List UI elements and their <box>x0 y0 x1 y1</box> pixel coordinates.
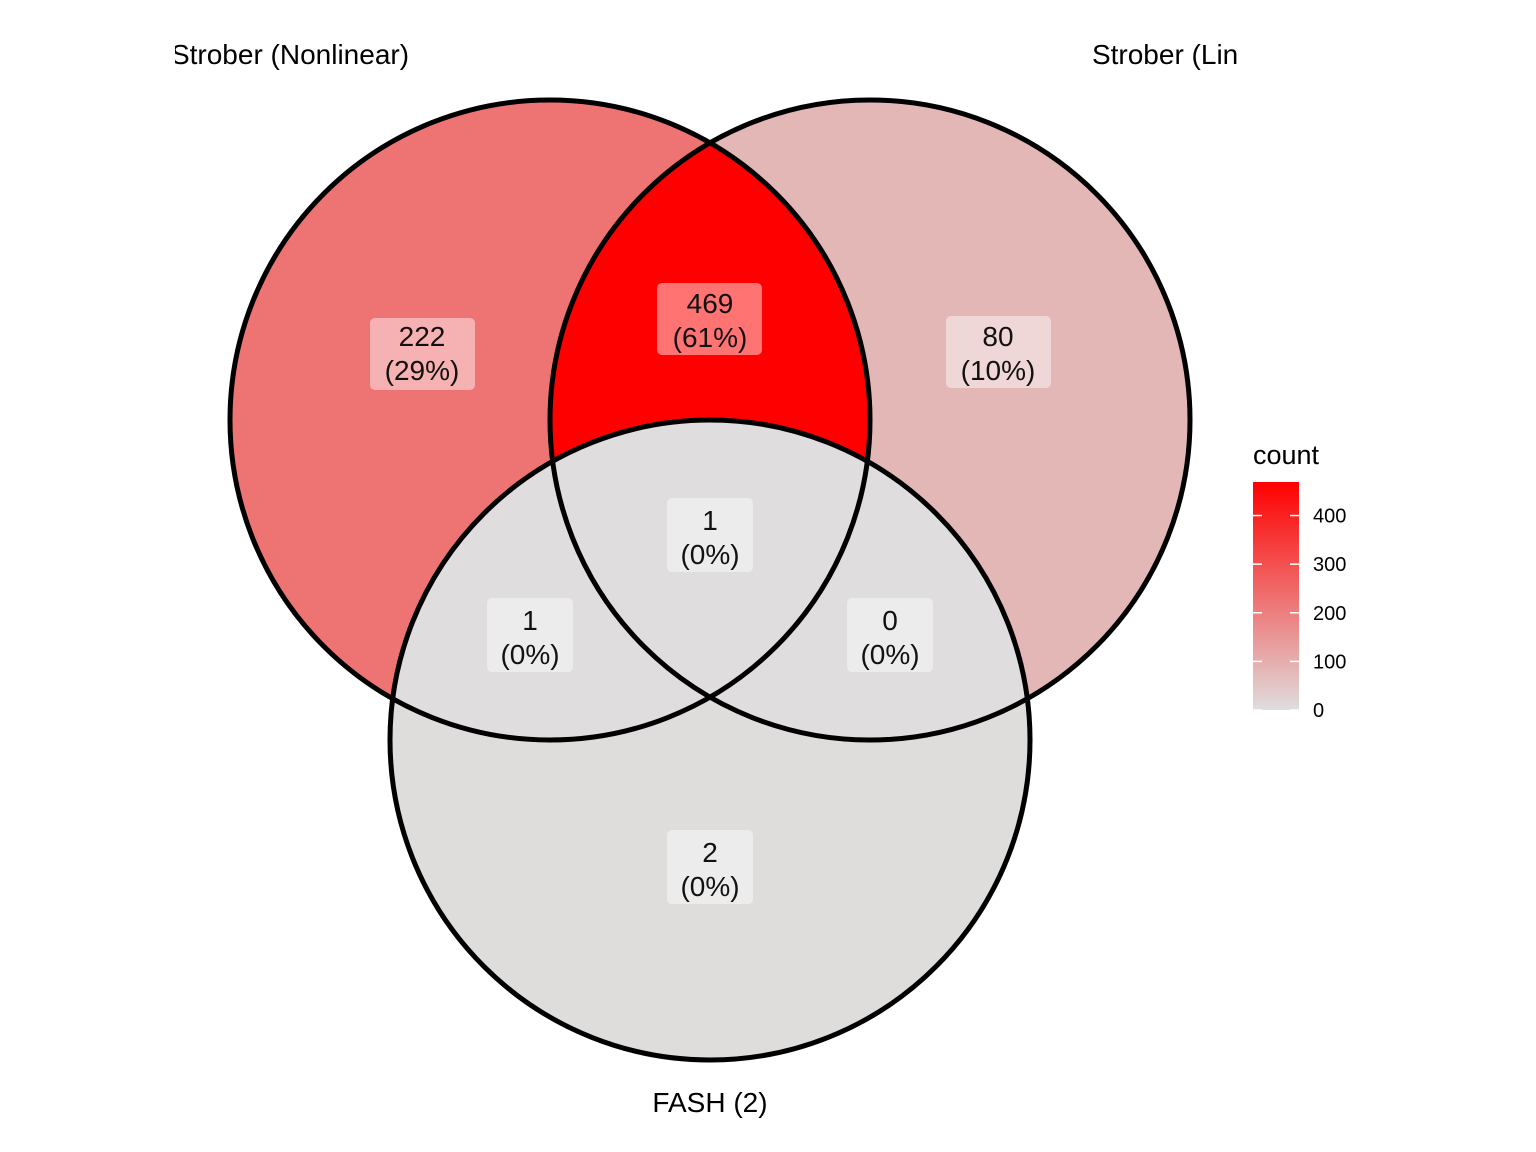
region-count: 222 <box>399 321 446 352</box>
label-box <box>487 598 573 672</box>
region-count: 1 <box>702 505 718 536</box>
label-box <box>667 830 753 904</box>
set-label-c: FASH (2) <box>652 1087 767 1118</box>
set-outline-c <box>387 417 1033 1063</box>
region-label-a-only: 222 (29%) <box>370 318 475 390</box>
region-percent: (61%) <box>673 322 748 353</box>
legend-tick-label: 100 <box>1313 651 1346 673</box>
region-fill-ac <box>390 420 870 740</box>
region-percent: (0%) <box>680 539 739 570</box>
set-outlines <box>227 97 1193 1063</box>
region-label-abc: 1 (0%) <box>667 498 753 572</box>
region-count: 0 <box>882 605 898 636</box>
region-label-b-only: 80 (10%) <box>946 316 1051 388</box>
region-percent: (0%) <box>860 639 919 670</box>
region-percent: (29%) <box>385 355 460 386</box>
legend: count 0 100 200 300 400 <box>1253 440 1346 722</box>
set-label-panel: Strober (Nonlinear) Strober (Linear) FAS… <box>171 39 1288 1118</box>
label-box <box>946 316 1051 388</box>
region-label-c-only: 2 (0%) <box>667 830 753 904</box>
legend-title: count <box>1253 440 1320 470</box>
region-count: 469 <box>687 288 734 319</box>
label-box <box>370 318 475 390</box>
label-box <box>667 498 753 572</box>
legend-colorbar <box>1253 482 1299 710</box>
region-percent: (10%) <box>961 355 1036 386</box>
set-label-b: Strober (Linear) <box>1092 39 1288 70</box>
set-label-a: Strober (Nonlinear) <box>171 39 409 70</box>
legend-tick-label: 400 <box>1313 506 1346 528</box>
label-box <box>847 598 933 672</box>
region-fill-bc <box>550 420 1030 740</box>
legend-tick-label: 0 <box>1313 700 1324 722</box>
legend-tick-label: 300 <box>1313 554 1346 576</box>
label-box <box>657 283 762 355</box>
set-outline-b <box>547 97 1193 743</box>
region-fills <box>230 100 1190 1060</box>
region-percent: (0%) <box>500 639 559 670</box>
region-label-bc: 0 (0%) <box>847 598 933 672</box>
region-labels: 222 (29%) 469 (61%) 80 (10%) 1 (0%) 1 (0… <box>370 283 1051 904</box>
set-outline-a <box>227 97 873 743</box>
region-count: 2 <box>702 837 718 868</box>
legend-ticks: 0 100 200 300 400 <box>1253 506 1346 722</box>
region-count: 1 <box>522 605 538 636</box>
region-label-ab: 469 (61%) <box>657 283 762 355</box>
region-label-ac: 1 (0%) <box>487 598 573 672</box>
legend-tick-label: 200 <box>1313 603 1346 625</box>
region-count: 80 <box>982 321 1013 352</box>
region-percent: (0%) <box>680 871 739 902</box>
